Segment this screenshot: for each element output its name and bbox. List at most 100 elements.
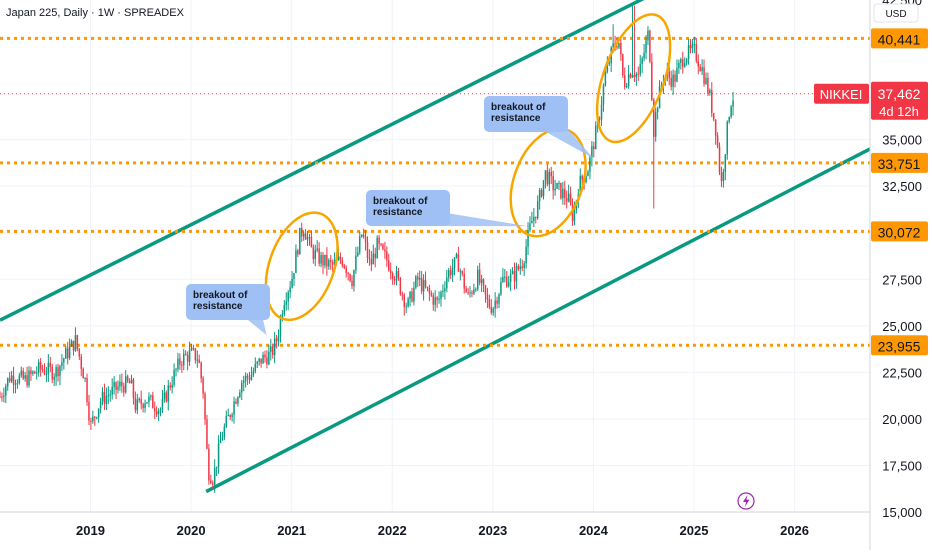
candle[interactable] [148, 392, 150, 408]
candle[interactable] [167, 379, 170, 411]
candle[interactable] [297, 248, 299, 258]
candle[interactable] [105, 387, 108, 411]
candle[interactable] [179, 353, 181, 370]
candle[interactable] [372, 244, 375, 265]
candle[interactable] [322, 252, 324, 275]
candle[interactable] [647, 26, 649, 46]
candle[interactable] [701, 59, 703, 76]
candle[interactable] [709, 88, 711, 96]
candle[interactable] [480, 274, 483, 292]
candle[interactable] [293, 272, 295, 286]
candle[interactable] [391, 271, 394, 285]
candle[interactable] [227, 408, 229, 417]
candle[interactable] [221, 431, 224, 441]
candle[interactable] [159, 407, 162, 417]
candle[interactable] [728, 116, 730, 124]
candle[interactable] [343, 263, 346, 270]
candle[interactable] [461, 270, 464, 277]
candle[interactable] [355, 246, 357, 274]
candle[interactable] [78, 348, 81, 360]
candle[interactable] [674, 70, 676, 88]
candle[interactable] [525, 239, 527, 269]
candle[interactable] [395, 265, 398, 286]
candle[interactable] [519, 258, 522, 275]
candle[interactable] [409, 290, 411, 307]
candle[interactable] [271, 343, 274, 359]
candle[interactable] [302, 231, 305, 241]
candle[interactable] [486, 287, 489, 308]
candle[interactable] [347, 272, 349, 281]
candle[interactable] [258, 357, 260, 366]
candle[interactable] [16, 379, 19, 389]
candle[interactable] [312, 244, 315, 264]
candle[interactable] [80, 353, 82, 377]
candle[interactable] [625, 82, 628, 89]
candle[interactable] [552, 170, 554, 200]
candle[interactable] [558, 180, 560, 191]
candle[interactable] [270, 338, 272, 361]
candle[interactable] [12, 366, 15, 394]
candle[interactable] [72, 340, 75, 356]
candle[interactable] [654, 107, 657, 142]
candle[interactable] [413, 281, 415, 306]
candle[interactable] [364, 230, 367, 251]
candle[interactable] [556, 182, 558, 190]
candle[interactable] [198, 354, 200, 364]
candle[interactable] [0, 391, 1, 398]
candle[interactable] [61, 354, 63, 372]
candle[interactable] [217, 435, 220, 474]
candle[interactable] [275, 334, 278, 349]
candle[interactable] [420, 271, 423, 295]
candle[interactable] [115, 381, 117, 399]
candle[interactable] [206, 414, 208, 450]
candle[interactable] [430, 290, 433, 297]
candle[interactable] [656, 106, 659, 120]
candle[interactable] [244, 372, 247, 388]
candle[interactable] [76, 334, 79, 352]
candle[interactable] [533, 208, 535, 228]
candle[interactable] [453, 257, 456, 276]
candle[interactable] [66, 341, 69, 365]
candle[interactable] [447, 267, 450, 282]
candle[interactable] [273, 331, 276, 364]
candle[interactable] [550, 166, 552, 185]
candle[interactable] [124, 370, 127, 394]
candle[interactable] [521, 259, 523, 272]
candle[interactable] [212, 480, 214, 489]
candle[interactable] [680, 57, 682, 70]
candle[interactable] [82, 367, 84, 379]
candle[interactable] [41, 364, 44, 373]
candle[interactable] [152, 391, 154, 409]
candle[interactable] [266, 350, 268, 369]
candle[interactable] [589, 154, 591, 180]
candle[interactable] [691, 38, 694, 54]
candle[interactable] [136, 393, 139, 415]
candle[interactable] [6, 377, 9, 391]
candle[interactable] [90, 417, 92, 431]
candle[interactable] [730, 104, 732, 119]
candle[interactable] [569, 186, 572, 206]
candle[interactable] [724, 153, 727, 181]
candle[interactable] [641, 56, 643, 74]
candle[interactable] [8, 371, 11, 383]
candle[interactable] [511, 267, 514, 275]
candle[interactable] [492, 306, 494, 316]
candle[interactable] [451, 258, 454, 282]
candle[interactable] [173, 363, 175, 388]
candle[interactable] [314, 244, 317, 267]
candle[interactable] [380, 242, 382, 247]
candle[interactable] [504, 269, 506, 283]
candle[interactable] [399, 276, 402, 296]
candle[interactable] [732, 92, 734, 116]
candle[interactable] [18, 372, 21, 385]
candle[interactable] [184, 350, 187, 356]
candle[interactable] [248, 371, 251, 384]
candle[interactable] [289, 280, 291, 299]
candle[interactable] [593, 141, 595, 158]
candle[interactable] [146, 401, 148, 404]
candle[interactable] [287, 290, 289, 311]
candle[interactable] [376, 235, 378, 259]
candle[interactable] [111, 378, 113, 400]
